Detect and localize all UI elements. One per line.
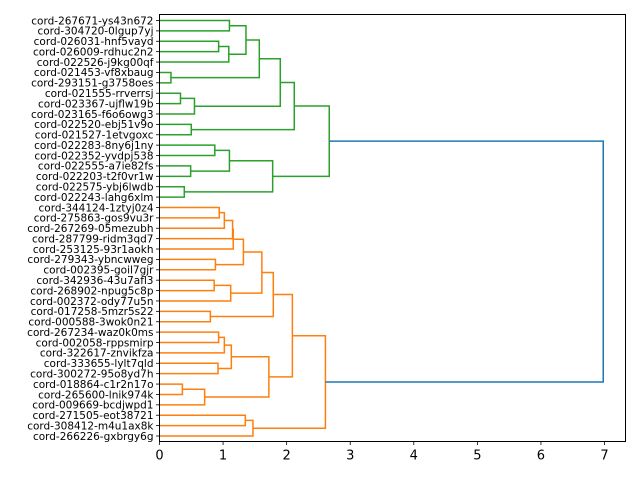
dendrogram-link-cluster-1 — [184, 159, 274, 193]
leaf-label: cord-322617-znvikfza — [40, 348, 154, 360]
leaf-label: cord-021453-vf8xbaug — [34, 67, 154, 79]
leaf-label: cord-267269-05mezubh — [27, 223, 153, 235]
dendrogram-link-cluster-2 — [230, 251, 263, 294]
dendrogram-link-cluster-1 — [194, 58, 282, 107]
leaf-label: cord-023367-ujflw19b — [38, 98, 154, 110]
dendrogram-link-cluster-1 — [190, 149, 231, 172]
dendrogram-link-cluster-1 — [159, 71, 172, 84]
dendrogram-link-cluster-1 — [159, 165, 192, 178]
dendrogram-link-cluster-1 — [159, 144, 216, 157]
leaf-label: cord-009669-bcdjwpd1 — [32, 400, 153, 412]
dendrogram-link-cluster-2 — [159, 362, 219, 375]
dendrogram-link-cluster-2 — [159, 284, 232, 302]
dendrogram-link-cluster-2 — [159, 206, 221, 219]
dendrogram-link-cluster-1 — [272, 105, 330, 178]
leaf-label: cord-002395-goil7gjr — [43, 265, 154, 277]
leaf-label: cord-026009-rdhuc2n2 — [33, 46, 154, 58]
leaf-label: cord-266226-gxbrgy6g — [33, 431, 154, 443]
x-tick-label: 7 — [600, 449, 608, 464]
leaf-label: cord-279343-ybncwweg — [27, 254, 153, 266]
x-axis-ticks: 0 1 2 3 4 5 6 7 — [155, 441, 609, 464]
leaf-label: cord-022243-lahg6xlm — [34, 192, 153, 204]
leaf-label: cord-308412-m4u1ax8k — [27, 420, 154, 432]
x-tick-label: 4 — [410, 449, 418, 464]
dendrogram-link-cluster-2 — [159, 279, 215, 292]
dendrogram-link-cluster-2 — [159, 419, 254, 437]
leaf-label: cord-022520-ebj51v9o — [34, 119, 153, 131]
leaf-label: cord-333655-lylt7qld — [44, 358, 154, 370]
leaf-label: cord-293151-g3758oes — [31, 78, 153, 90]
dendrogram-links — [159, 19, 604, 437]
dendrogram-link-cluster-1 — [159, 40, 220, 53]
leaf-label: cord-275863-gos9vu3r — [34, 213, 154, 225]
leaf-labels: cord-267671-ys43n672cord-304720-0lgup7yj… — [27, 15, 160, 443]
leaf-label: cord-021555-rrverrsj — [45, 88, 154, 100]
x-tick-label: 2 — [283, 449, 291, 464]
leaf-label: cord-268902-npug5c8p — [30, 285, 153, 297]
dendrogram-link-cluster-2 — [159, 228, 234, 250]
x-tick-label: 0 — [155, 449, 163, 464]
leaf-label: cord-300272-95o8yd7h — [30, 368, 153, 380]
dendrogram-link-cluster-2 — [252, 334, 327, 429]
leaf-label: cord-022283-8ny6j1ny — [34, 140, 153, 152]
dendrogram-link-cluster-2 — [159, 383, 184, 396]
leaf-label: cord-271505-eot38721 — [32, 410, 153, 422]
dendrogram-link-cluster-1 — [159, 185, 186, 198]
leaf-label: cord-023165-f6o6owg3 — [31, 109, 154, 121]
x-tick-label: 3 — [346, 449, 354, 464]
dendrogram-link-cluster-2 — [159, 211, 226, 229]
dendrogram-link-cluster-2 — [217, 344, 233, 370]
dendrogram-link-cluster-2 — [210, 271, 275, 318]
leaf-label: cord-344124-1ztyj0z4 — [39, 202, 154, 214]
dendrogram-link-cluster-2 — [159, 258, 217, 271]
leaf-label: cord-267234-waz0k0ms — [27, 327, 153, 339]
plot-frame — [159, 14, 626, 442]
leaf-label: cord-018864-c1r2n17o — [33, 379, 154, 391]
x-tick-label: 1 — [219, 449, 227, 464]
dendrogram-link-cluster-1 — [159, 92, 182, 105]
leaf-label: cord-022352-yvdpj538 — [34, 150, 153, 162]
dendrogram-link-cluster-2 — [159, 414, 247, 427]
dendrogram-link-cluster-2 — [159, 310, 212, 323]
leaf-label: cord-021527-1etvgoxc — [35, 130, 154, 142]
x-tick-label: 6 — [537, 449, 545, 464]
leaf-label: cord-022526-j9kg00qf — [37, 57, 154, 69]
leaf-label: cord-002058-rppsmirp — [36, 337, 154, 349]
leaf-label: cord-287799-ridm3qd7 — [32, 233, 153, 245]
leaf-label: cord-022555-a7ie82fs — [38, 161, 154, 173]
dendrogram-link-cluster-1 — [159, 97, 196, 115]
x-tick-label: 5 — [473, 449, 481, 464]
leaf-label: cord-022203-t2f0vr1w — [36, 171, 154, 183]
dendrogram-link-cluster-1 — [159, 45, 230, 63]
dendrogram-link-cluster-1 — [228, 24, 247, 56]
leaf-label: cord-000588-3wok0n21 — [28, 317, 153, 329]
dendrogram-link-cluster-2 — [268, 293, 294, 378]
leaf-label: cord-267671-ys43n672 — [31, 15, 153, 27]
leaf-label: cord-253125-93r1aokh — [33, 244, 154, 256]
dendrogram-link-cluster-1 — [159, 123, 193, 136]
leaf-label: cord-304720-0lgup7yj — [37, 26, 153, 38]
dendrogram-link-cluster-2 — [215, 238, 245, 266]
leaf-label: cord-002372-ody77u5n — [30, 296, 154, 308]
leaf-label: cord-026031-hnf5vayd — [34, 36, 154, 48]
dendrogram-link-cluster-2 — [159, 336, 226, 354]
leaf-label: cord-017258-5mzr5s22 — [31, 306, 154, 318]
dendrogram-link-cluster-2 — [159, 331, 220, 344]
leaf-label: cord-022575-ybj6lwdb — [36, 182, 154, 194]
dendrogram-link-cluster-1 — [159, 19, 231, 32]
dendrogram-link-cluster-2 — [159, 219, 234, 240]
leaf-label: cord-342936-43u7afl3 — [36, 275, 153, 287]
dendrogram-link-above-threshold — [325, 140, 604, 383]
leaf-label: cord-265600-lnik974k — [38, 389, 154, 401]
